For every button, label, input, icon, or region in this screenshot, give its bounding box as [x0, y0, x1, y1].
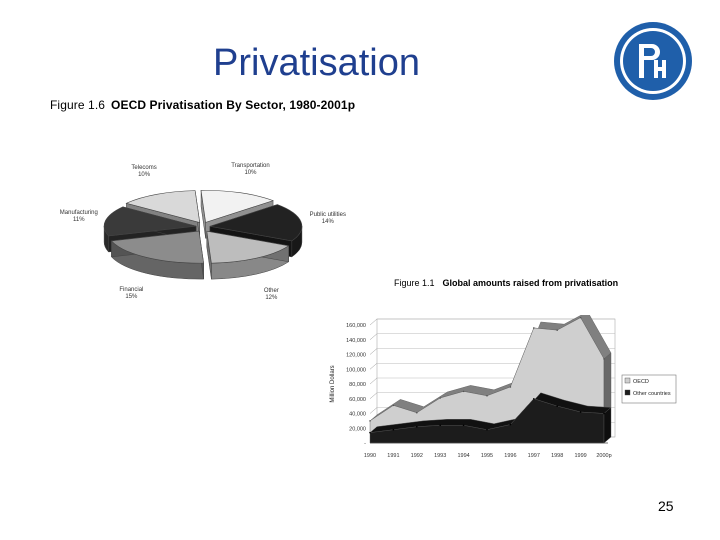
legend-label: OECD: [633, 379, 649, 385]
x-tick-label: 1991: [387, 453, 399, 459]
oecd-point: [603, 358, 605, 360]
x-tick-label: 2000p: [596, 453, 611, 459]
pie-label-percent: 12%: [265, 295, 278, 302]
pie-label-percent: 11%: [72, 216, 85, 223]
y-tick-label: 20,000: [349, 426, 366, 432]
pie-chart-title: Figure 1.6 OECD Privatisation By Sector, …: [50, 98, 355, 112]
y-tick-label: 120,000: [346, 353, 366, 359]
other-countries-point: [462, 424, 465, 427]
gridline-depth: [369, 318, 378, 326]
legend-box: [621, 374, 677, 404]
y-tick-label: 100,000: [346, 367, 366, 373]
other-countries-point: [439, 424, 441, 427]
gridline-depth: [369, 392, 378, 399]
pie-label-telecoms: Telecoms 10%: [119, 165, 169, 179]
other-countries-point: [392, 428, 395, 431]
oecd-point: [392, 404, 395, 407]
oecd-point: [416, 411, 418, 414]
area-chart-canvas: 160,000 140,000 120,000 100,000 80,000 60,000…: [330, 311, 677, 459]
other-countries-point: [416, 425, 418, 428]
series-oecd-end-face: [603, 352, 612, 414]
other-countries-point: [509, 423, 512, 426]
pie-slice-other: [206, 230, 290, 280]
pie-title-text: OECD Privatisation By Sector, 1980-2001p: [111, 98, 356, 112]
x-tick-label: 1999: [574, 453, 586, 459]
y-tick-label: 80,000: [349, 382, 366, 388]
y-tick-label: 140,000: [346, 338, 366, 344]
pie-label-name: Transportation: [231, 162, 270, 169]
oecd-point: [579, 316, 582, 319]
page-number: 25: [658, 498, 674, 514]
slide-title: Privatisation: [213, 42, 420, 84]
privatisation-area-chart: 160,000 140,000 120,000 100,000 80,000 60,000…: [322, 311, 682, 475]
oecd-point: [556, 329, 558, 331]
pie-label-name: Manufacturing: [59, 209, 98, 216]
x-tick-label: 1993: [434, 453, 446, 459]
y-tick-label: 160,000: [346, 323, 366, 329]
x-tick-label: 1992: [411, 453, 423, 459]
oecd-point: [369, 420, 371, 422]
pie-label-name: Public utilities: [309, 211, 346, 218]
pie-label-other: Other 12%: [246, 288, 296, 302]
area-title-text: Global amounts raised from privatisation: [442, 278, 619, 288]
pie-label-financial: Financial 15%: [106, 287, 156, 301]
gridline-depth: [369, 407, 378, 414]
oecd-point: [462, 390, 465, 393]
area-chart-title: Figure 1.1 Global amounts raised from pri…: [394, 278, 618, 288]
area-figure-number: Figure 1.1: [394, 278, 435, 288]
pie-label-name: Telecoms: [131, 165, 157, 172]
area-legend: OECD Other countries: [621, 374, 677, 404]
other-countries-point: [533, 397, 535, 400]
series-other-countries-end-face: [603, 407, 612, 444]
pie-chart-canvas: [103, 190, 303, 280]
pie-label-name: Other: [263, 288, 279, 295]
other-countries-point: [369, 431, 371, 434]
oecd-point: [533, 327, 535, 329]
gridline-depth: [369, 377, 378, 385]
legend-swatch: [624, 377, 631, 384]
pie-label-percent: 10%: [244, 169, 257, 176]
other-countries-point: [486, 428, 488, 431]
legend-label: Other countries: [633, 391, 671, 397]
x-tick-label: 1996: [504, 453, 516, 459]
legend-swatch: [624, 389, 631, 396]
pie-label-public-utilities: Public utilities 14%: [303, 212, 353, 226]
y-axis-label: Million Dollars: [330, 365, 336, 402]
x-tick-label: 1995: [481, 453, 493, 459]
pie-label-percent: 10%: [138, 172, 151, 179]
x-tick-label: 1994: [457, 453, 469, 459]
y-tick-label: -: [364, 441, 366, 447]
x-tick-label: 1997: [528, 453, 540, 459]
pie-label-manufacturing: Manufacturing 11%: [54, 210, 104, 224]
other-countries-point: [579, 411, 582, 413]
series-oecd: [369, 311, 612, 433]
oecd-point: [486, 395, 488, 397]
y-tick-label: 60,000: [349, 397, 366, 403]
oecd-point: [439, 397, 441, 399]
y-tick-label: 40,000: [349, 412, 366, 418]
pie-label-percent: 14%: [321, 218, 334, 225]
pie-figure-number: Figure 1.6: [50, 98, 106, 112]
sector-pie-chart: Transportation 10% Public utilities 14% Othe…: [60, 155, 350, 315]
pie-label-name: Financial: [119, 287, 144, 293]
pie-slice-financial: [110, 230, 204, 280]
pie-label-transportation: Transportation 10%: [225, 163, 275, 177]
pie-label-percent: 15%: [125, 294, 138, 300]
gridline-depth: [369, 363, 378, 370]
gridline-depth: [369, 333, 378, 340]
x-tick-label: 1990: [364, 453, 376, 459]
oecd-point: [509, 386, 512, 388]
gridline-depth: [369, 348, 378, 355]
x-tick-label: 1998: [551, 453, 563, 459]
other-countries-point: [556, 405, 558, 407]
university-logo: [614, 22, 692, 100]
other-countries-point: [603, 412, 605, 415]
